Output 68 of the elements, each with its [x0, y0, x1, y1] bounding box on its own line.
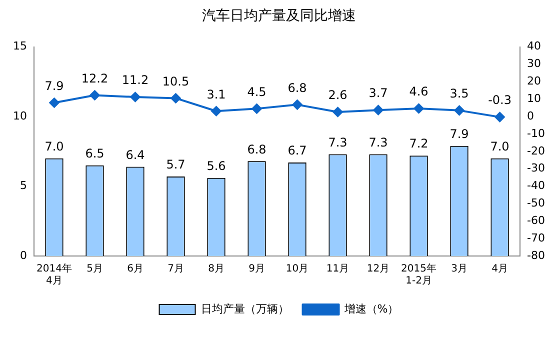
- data-label: 7.3: [368, 135, 388, 150]
- x-tick-label: 11月: [326, 264, 350, 275]
- y2-tick-label: -60: [527, 214, 545, 227]
- data-label: 7.9: [450, 126, 469, 141]
- data-label: 6.8: [247, 142, 266, 156]
- x-tick-label: 12月: [366, 264, 390, 275]
- data-label: 4.6: [409, 84, 428, 99]
- y2-tick-label: -30: [527, 162, 545, 175]
- data-label: 7.0: [490, 140, 510, 154]
- y2-tick-label: 20: [527, 74, 542, 88]
- data-label: 7.9: [44, 78, 64, 93]
- y2-tick-label: -50: [527, 196, 545, 210]
- x-tick-label: 8月: [208, 264, 224, 275]
- x-tick-label: 3月: [451, 264, 468, 275]
- data-label: 3.5: [450, 86, 469, 101]
- point: [211, 106, 222, 116]
- x-tick-label: 2015年 1-2月: [401, 262, 437, 287]
- y2-tick-label: -70: [527, 231, 545, 244]
- data-label: 5.6: [206, 159, 226, 174]
- chart-title: 汽车日均产量及同比增速: [202, 8, 356, 24]
- x-tick-label: 6月: [127, 264, 144, 275]
- point: [414, 104, 424, 114]
- point: [49, 98, 60, 108]
- data-label: 11.2: [122, 73, 149, 88]
- x-tick-label: 9月: [248, 264, 265, 275]
- data-label: 4.5: [247, 84, 266, 99]
- y-tick-label: 5: [20, 179, 27, 192]
- legend-label: 日均产量（万辆）: [200, 302, 289, 316]
- data-label: 7.2: [409, 136, 428, 151]
- y2-tick-label: -40: [527, 179, 545, 192]
- y2-tick-label: -80: [527, 248, 545, 262]
- data-label: 5.7: [166, 158, 186, 172]
- x-tick-label: 5月: [86, 264, 103, 275]
- point: [130, 92, 140, 102]
- y2-tick-label: -20: [527, 144, 545, 158]
- data-label: 10.5: [162, 74, 190, 88]
- x-tick-label: 4月: [492, 264, 508, 275]
- data-label: 3.7: [368, 86, 388, 100]
- data-label: 7.3: [328, 135, 348, 150]
- y2-tick-label: 40: [527, 40, 542, 53]
- point: [90, 90, 100, 100]
- x-tick-label: 10月: [286, 264, 309, 275]
- data-label: 2.6: [328, 88, 348, 102]
- data-label: 6.4: [126, 148, 145, 162]
- data-label: 6.5: [85, 146, 104, 160]
- data-label: 7.0: [44, 140, 64, 154]
- y2-tick-label: -10: [527, 126, 545, 140]
- y-tick-label: 10: [12, 109, 27, 122]
- point: [332, 107, 343, 117]
- point: [373, 105, 384, 116]
- point: [454, 105, 464, 116]
- point: [170, 93, 181, 104]
- point: [494, 112, 505, 122]
- data-label: 6.7: [288, 144, 307, 158]
- legend-label: 增速（%）: [343, 302, 399, 316]
- data-label: 12.2: [81, 71, 108, 86]
- data-label: 3.1: [206, 87, 226, 102]
- y2-tick-label: 0: [527, 109, 534, 122]
- y2-tick-label: 30: [527, 57, 542, 70]
- x-tick-label: 7月: [168, 264, 184, 275]
- point: [292, 100, 302, 110]
- y2-tick-label: 10: [527, 92, 542, 105]
- data-label: 6.8: [288, 80, 307, 95]
- point: [252, 104, 262, 114]
- x-tick-label: 2014年 4月: [36, 262, 72, 287]
- y-tick-label: 0: [20, 248, 27, 262]
- y-tick-label: 15: [12, 40, 27, 53]
- data-label: -0.3: [488, 93, 512, 108]
